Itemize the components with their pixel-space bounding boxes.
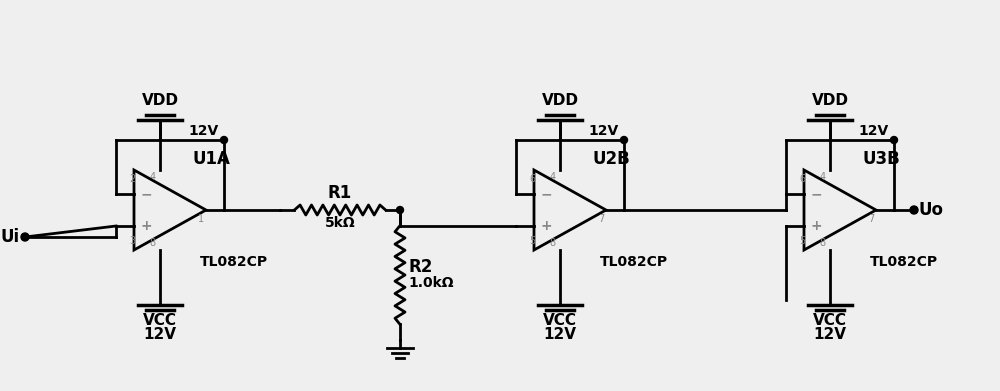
Text: VDD: VDD — [812, 93, 848, 108]
Text: 8: 8 — [820, 238, 826, 248]
Text: 7: 7 — [868, 214, 874, 224]
Text: Ui: Ui — [1, 228, 20, 246]
Text: 12V: 12V — [544, 327, 576, 342]
Text: TL082CP: TL082CP — [200, 255, 268, 269]
Text: 7: 7 — [598, 214, 604, 224]
Text: −: − — [810, 187, 822, 201]
Text: 1.0kΩ: 1.0kΩ — [408, 276, 454, 290]
Text: −: − — [140, 187, 152, 201]
Text: VCC: VCC — [143, 313, 177, 328]
Text: 4: 4 — [550, 172, 556, 182]
Text: 5kΩ: 5kΩ — [325, 216, 355, 230]
Text: R1: R1 — [328, 184, 352, 202]
Text: 2: 2 — [129, 174, 135, 184]
Circle shape — [910, 206, 918, 214]
Text: U3B: U3B — [862, 150, 900, 168]
Text: TL082CP: TL082CP — [600, 255, 668, 269]
Text: TL082CP: TL082CP — [870, 255, 938, 269]
Text: 5: 5 — [529, 236, 535, 246]
Text: +: + — [810, 219, 822, 233]
Text: +: + — [140, 219, 152, 233]
Circle shape — [220, 136, 228, 143]
Text: U1A: U1A — [192, 150, 230, 168]
Text: 1: 1 — [198, 214, 204, 224]
Text: VCC: VCC — [543, 313, 577, 328]
Text: +: + — [540, 219, 552, 233]
Text: 8: 8 — [550, 238, 556, 248]
Circle shape — [21, 233, 29, 241]
Text: 12V: 12V — [189, 124, 219, 138]
Text: 4: 4 — [820, 172, 826, 182]
Text: U2B: U2B — [592, 150, 630, 168]
Circle shape — [891, 136, 898, 143]
Circle shape — [396, 206, 404, 213]
Circle shape — [620, 136, 628, 143]
Text: VDD: VDD — [142, 93, 178, 108]
Text: 12V: 12V — [814, 327, 846, 342]
Text: Uo: Uo — [919, 201, 944, 219]
Text: 5: 5 — [799, 236, 805, 246]
Text: R2: R2 — [408, 258, 432, 276]
Text: 4: 4 — [150, 172, 156, 182]
Text: −: − — [540, 187, 552, 201]
Text: 3: 3 — [129, 236, 135, 246]
Text: 12V: 12V — [589, 124, 619, 138]
Text: VCC: VCC — [813, 313, 847, 328]
Text: VDD: VDD — [542, 93, 578, 108]
Text: 12V: 12V — [144, 327, 176, 342]
Text: 12V: 12V — [859, 124, 889, 138]
Text: 6: 6 — [799, 174, 805, 184]
Text: 8: 8 — [150, 238, 156, 248]
Text: 6: 6 — [529, 174, 535, 184]
